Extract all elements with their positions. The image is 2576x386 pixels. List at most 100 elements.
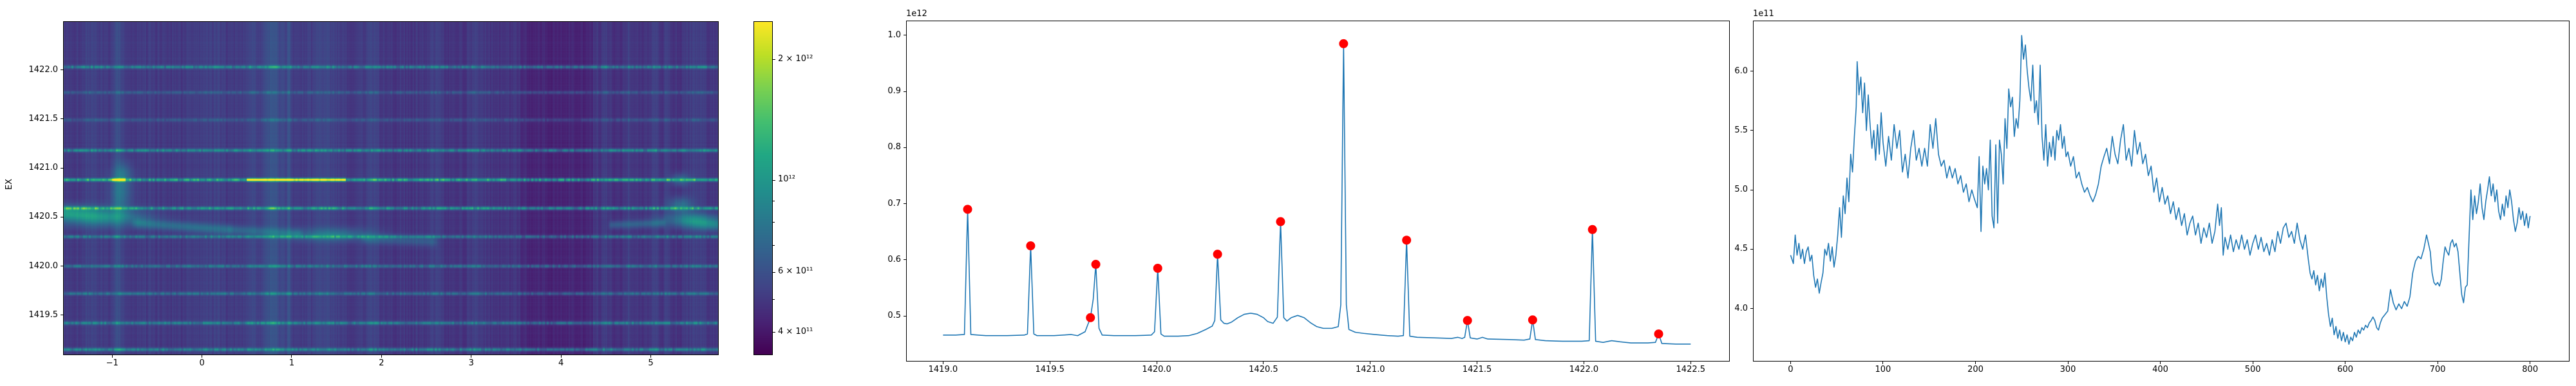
y-tick-label: 1422.0 bbox=[28, 64, 59, 75]
y-tick bbox=[904, 91, 906, 92]
timeseries-offset-label: 1e11 bbox=[1753, 9, 1774, 19]
x-tick bbox=[2067, 362, 2069, 364]
x-tick-label: 1421.5 bbox=[1462, 365, 1492, 374]
peak-marker bbox=[1402, 235, 1412, 245]
heatmap-canvas bbox=[64, 22, 718, 354]
y-tick-label: 0.9 bbox=[887, 86, 901, 96]
x-tick-label: 300 bbox=[2060, 365, 2076, 374]
peak-marker bbox=[1587, 225, 1597, 234]
peak-marker bbox=[1463, 316, 1472, 326]
x-tick-label: 0 bbox=[199, 358, 205, 368]
y-tick-label: 5.0 bbox=[1734, 185, 1748, 195]
x-tick-label: 1 bbox=[289, 358, 295, 368]
x-tick-label: 2 bbox=[379, 358, 384, 368]
timeseries-axes bbox=[1753, 21, 2570, 362]
x-tick bbox=[1790, 362, 1791, 364]
spectrum-offset-label: 1e12 bbox=[906, 9, 927, 19]
x-tick-label: 1422.5 bbox=[1676, 365, 1706, 374]
x-tick-label: 0 bbox=[1788, 365, 1794, 374]
y-tick bbox=[1750, 248, 1753, 250]
y-tick bbox=[1750, 308, 1753, 309]
x-tick-label: 200 bbox=[1967, 365, 1984, 374]
y-tick-label: 4.5 bbox=[1734, 244, 1748, 254]
y-tick-label: 1421.5 bbox=[28, 113, 59, 124]
x-tick-label: 500 bbox=[2244, 365, 2261, 374]
y-tick bbox=[904, 259, 906, 261]
y-tick-label: 0.6 bbox=[887, 254, 901, 264]
x-tick-label: 1421.0 bbox=[1356, 365, 1385, 374]
x-tick-label: 100 bbox=[1875, 365, 1891, 374]
y-tick bbox=[1750, 130, 1753, 131]
peak-marker bbox=[1026, 241, 1036, 251]
x-tick-label: 4 bbox=[558, 358, 564, 368]
x-tick-label: −1 bbox=[106, 358, 118, 368]
y-tick bbox=[904, 203, 906, 205]
x-tick-label: 600 bbox=[2337, 365, 2354, 374]
colorbar-tick bbox=[773, 271, 775, 273]
peak-marker bbox=[1153, 264, 1162, 273]
data-line bbox=[1790, 35, 2531, 345]
y-tick-label: 6.0 bbox=[1734, 66, 1748, 76]
y-tick-label: 1420.5 bbox=[28, 212, 59, 222]
spectrum-axes bbox=[906, 21, 1730, 362]
colorbar-tick-label: 6 × 10¹¹ bbox=[778, 266, 813, 277]
peak-marker bbox=[963, 205, 972, 214]
x-tick-label: 400 bbox=[2152, 365, 2168, 374]
y-tick-label: 1420.0 bbox=[28, 261, 59, 271]
y-tick-label: 0.5 bbox=[887, 311, 901, 321]
colorbar-tick bbox=[773, 332, 775, 333]
peak-marker bbox=[1339, 39, 1349, 48]
timeseries-plot-svg bbox=[1790, 35, 2531, 345]
x-tick bbox=[650, 355, 651, 358]
y-tick bbox=[904, 147, 906, 148]
colorbar-tick-label: 10¹² bbox=[778, 174, 795, 185]
y-tick bbox=[61, 167, 63, 169]
x-tick bbox=[1690, 362, 1691, 364]
colorbar bbox=[753, 21, 773, 355]
x-tick bbox=[111, 355, 113, 358]
heatmap-axes bbox=[63, 21, 719, 355]
x-tick bbox=[1263, 362, 1264, 364]
data-line bbox=[943, 43, 1691, 345]
colorbar-tick-label: 2 × 10¹² bbox=[778, 53, 813, 64]
y-tick-label: 1.0 bbox=[887, 30, 901, 40]
x-tick bbox=[381, 355, 382, 358]
peak-marker bbox=[1091, 259, 1101, 269]
x-tick-label: 3 bbox=[468, 358, 474, 368]
x-tick bbox=[2160, 362, 2161, 364]
colorbar-tick-label: 4 × 10¹¹ bbox=[778, 326, 813, 336]
x-tick bbox=[1975, 362, 1976, 364]
peak-marker bbox=[1213, 250, 1222, 259]
spectrum-plot-svg bbox=[943, 39, 1691, 345]
y-tick bbox=[61, 69, 63, 71]
colorbar-minor-tick bbox=[773, 244, 775, 246]
y-axis-label: EX bbox=[5, 178, 15, 190]
y-tick-label: 0.8 bbox=[887, 142, 901, 152]
colorbar-tick bbox=[773, 179, 775, 181]
x-tick-label: 1420.5 bbox=[1249, 365, 1278, 374]
x-tick bbox=[560, 355, 562, 358]
y-tick-label: 1421.0 bbox=[28, 163, 59, 173]
y-tick bbox=[904, 315, 906, 317]
x-tick-label: 1420.0 bbox=[1142, 365, 1171, 374]
x-tick-label: 5 bbox=[648, 358, 654, 368]
peak-marker bbox=[1528, 315, 1537, 325]
colorbar-minor-tick bbox=[773, 299, 775, 300]
colorbar-tick bbox=[773, 59, 775, 60]
x-tick-label: 1419.5 bbox=[1035, 365, 1065, 374]
x-tick bbox=[291, 355, 292, 358]
x-tick bbox=[1882, 362, 1884, 364]
y-tick-label: 5.5 bbox=[1734, 125, 1748, 135]
peak-marker bbox=[1654, 329, 1663, 339]
x-tick-label: 1419.0 bbox=[928, 365, 958, 374]
y-tick bbox=[61, 118, 63, 120]
x-tick-label: 700 bbox=[2429, 365, 2446, 374]
x-tick-label: 1422.0 bbox=[1569, 365, 1599, 374]
y-tick-label: 0.7 bbox=[887, 198, 901, 208]
x-tick-label: 800 bbox=[2522, 365, 2539, 374]
peak-marker bbox=[1086, 313, 1095, 322]
colorbar-gradient bbox=[754, 22, 772, 354]
peak-marker bbox=[1276, 217, 1285, 226]
colorbar-minor-tick bbox=[773, 222, 775, 223]
